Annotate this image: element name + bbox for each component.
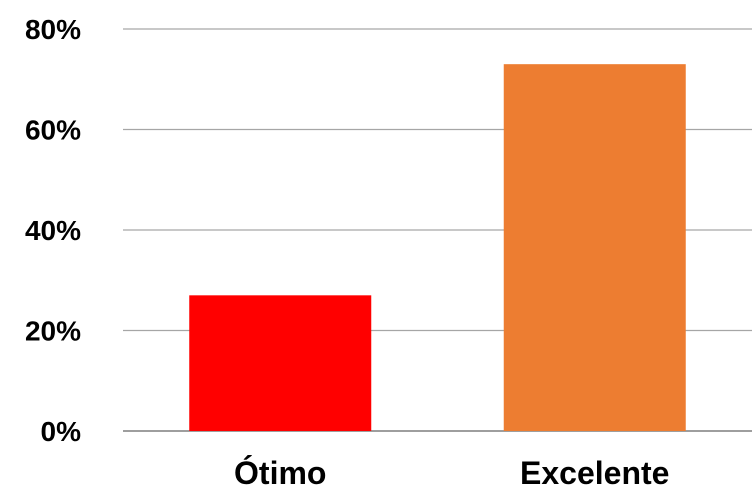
y-tick-label: 40% (25, 215, 81, 246)
x-axis-category-labels: Ótimo Excelente (234, 455, 669, 491)
x-category-label: Excelente (520, 455, 669, 491)
y-tick-label: 60% (25, 115, 81, 146)
y-tick-label: 0% (41, 416, 82, 447)
bars (189, 64, 686, 432)
bar (189, 295, 372, 431)
bar (503, 64, 686, 432)
x-category-label: Ótimo (234, 455, 326, 491)
y-tick-label: 80% (25, 14, 81, 45)
y-tick-label: 20% (25, 316, 81, 347)
y-axis-tick-labels: 0% 20% 40% 60% 80% (25, 14, 81, 447)
